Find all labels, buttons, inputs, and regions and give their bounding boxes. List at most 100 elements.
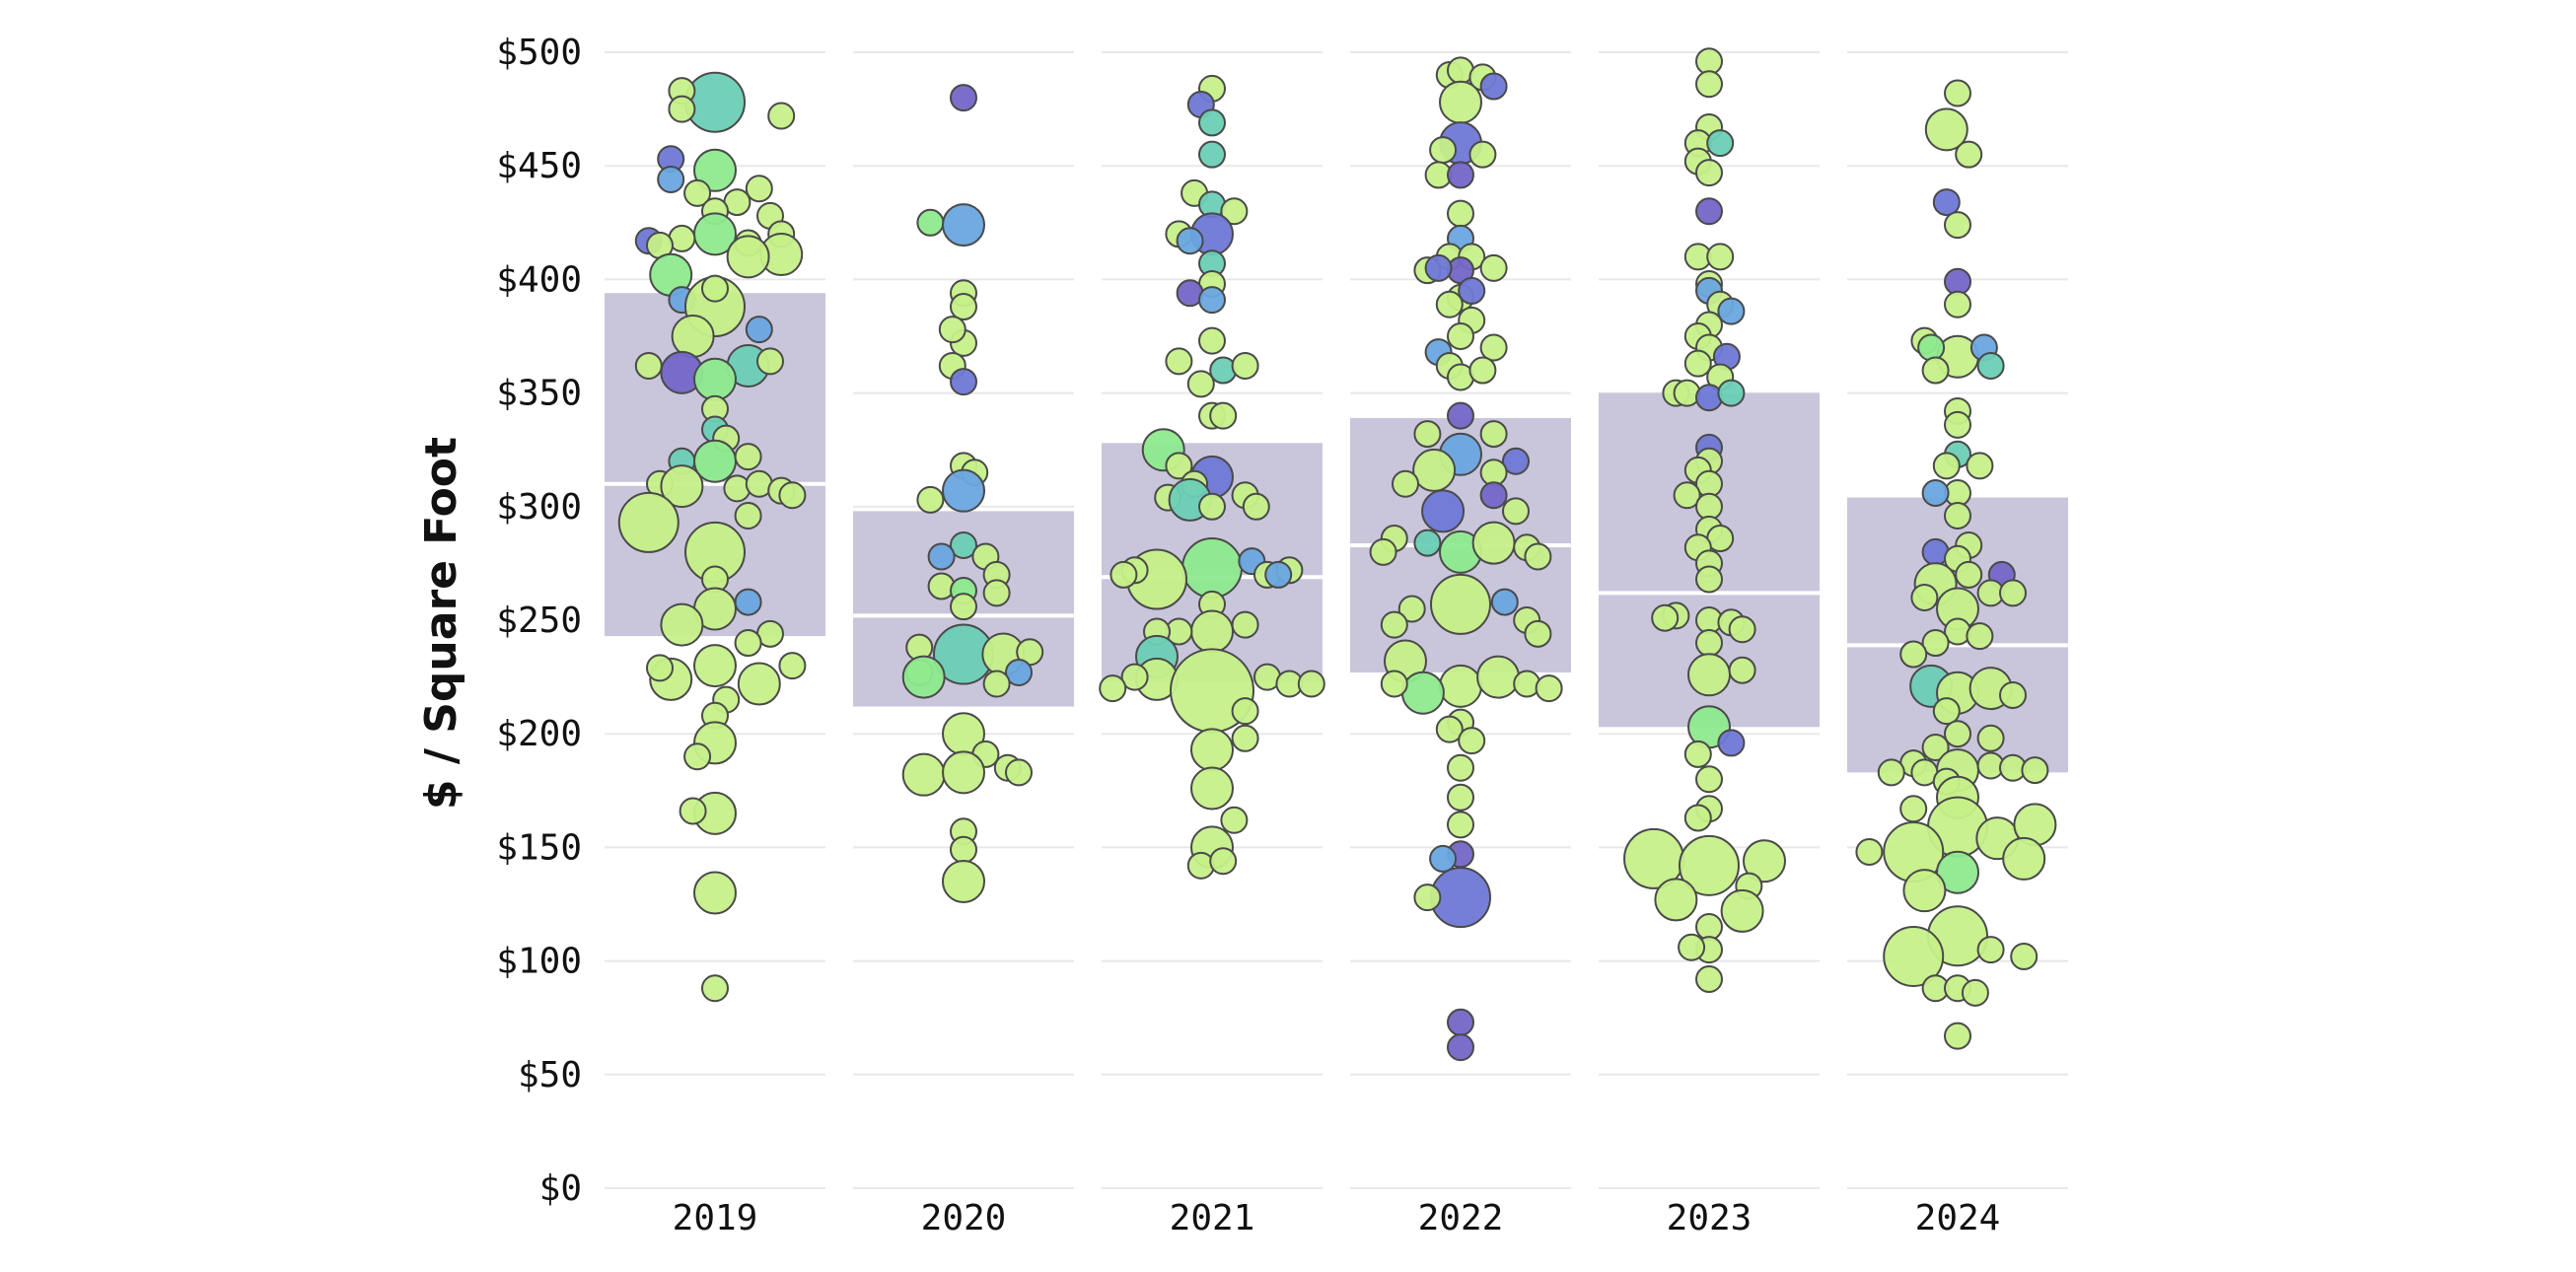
x-tick-label: 2019 bbox=[673, 1198, 758, 1238]
data-point bbox=[1720, 888, 1764, 933]
data-point bbox=[1190, 766, 1234, 811]
data-point bbox=[1535, 674, 1563, 703]
data-point bbox=[1524, 542, 1552, 571]
data-point bbox=[950, 293, 977, 321]
data-point bbox=[1921, 478, 1950, 507]
data-point bbox=[1899, 640, 1928, 669]
data-point bbox=[1976, 724, 2005, 752]
data-point bbox=[1231, 724, 1259, 752]
data-point bbox=[778, 481, 807, 510]
data-point bbox=[1190, 728, 1234, 772]
data-point bbox=[1369, 537, 1397, 566]
data-point bbox=[1209, 401, 1238, 430]
data-point bbox=[1429, 136, 1458, 165]
data-point bbox=[1209, 356, 1238, 385]
data-point bbox=[683, 178, 712, 207]
data-point bbox=[1430, 573, 1491, 635]
data-point bbox=[1479, 253, 1508, 282]
data-point bbox=[1242, 492, 1270, 521]
data-point bbox=[950, 530, 977, 559]
data-point bbox=[1413, 883, 1442, 912]
data-point bbox=[1165, 347, 1193, 376]
data-point bbox=[982, 579, 1011, 607]
data-point bbox=[1198, 326, 1226, 355]
data-point bbox=[1447, 811, 1474, 839]
data-point bbox=[1944, 720, 1971, 748]
data-point bbox=[1231, 610, 1259, 639]
y-tick-label: $0 bbox=[539, 1168, 582, 1209]
data-point bbox=[2021, 756, 2049, 785]
data-point bbox=[942, 859, 985, 903]
data-point bbox=[1435, 715, 1464, 743]
data-point bbox=[1683, 804, 1712, 832]
data-point bbox=[1198, 108, 1226, 137]
data-point bbox=[1899, 795, 1928, 823]
x-tick-label: 2021 bbox=[1170, 1198, 1255, 1238]
data-point bbox=[1955, 560, 1983, 589]
data-point bbox=[1176, 227, 1204, 255]
data-point bbox=[1695, 629, 1723, 658]
data-point bbox=[1717, 379, 1746, 407]
data-point bbox=[1479, 72, 1508, 101]
data-point bbox=[1439, 80, 1482, 124]
data-point bbox=[1380, 610, 1408, 639]
data-point bbox=[1966, 452, 1994, 480]
data-point bbox=[942, 750, 985, 795]
data-point bbox=[693, 871, 737, 915]
data-point bbox=[1490, 588, 1519, 616]
data-point bbox=[1695, 197, 1723, 226]
data-point bbox=[1524, 619, 1552, 648]
data-point bbox=[1439, 664, 1482, 708]
data-point bbox=[950, 84, 977, 112]
data-point bbox=[1447, 1008, 1474, 1036]
data-point bbox=[1883, 925, 1945, 987]
data-point bbox=[1673, 481, 1701, 510]
data-point bbox=[1435, 290, 1464, 318]
data-point bbox=[1924, 107, 1968, 152]
data-point bbox=[1944, 502, 1971, 530]
data-point bbox=[1673, 379, 1701, 407]
data-point bbox=[1921, 356, 1950, 385]
iqr-boxes bbox=[605, 293, 2068, 773]
data-point bbox=[1944, 410, 1971, 439]
data-point bbox=[1397, 595, 1426, 623]
data-point bbox=[1944, 211, 1971, 240]
data-point bbox=[1413, 529, 1442, 557]
data-point bbox=[1728, 615, 1756, 644]
data-point bbox=[950, 593, 977, 621]
data-point bbox=[1695, 384, 1723, 412]
data-point bbox=[1231, 351, 1259, 380]
data-point bbox=[1392, 469, 1419, 498]
data-point bbox=[693, 357, 737, 401]
data-point bbox=[1955, 140, 1983, 169]
data-point bbox=[1479, 481, 1508, 510]
data-point bbox=[1921, 734, 1950, 762]
data-point bbox=[1447, 753, 1474, 782]
data-point bbox=[1186, 851, 1215, 880]
data-point bbox=[1706, 243, 1735, 271]
x-tick-label: 2023 bbox=[1667, 1198, 1753, 1238]
data-point bbox=[1181, 537, 1243, 600]
data-point bbox=[1679, 834, 1740, 896]
data-point bbox=[1936, 850, 1979, 894]
y-tick-label: $150 bbox=[496, 827, 582, 868]
data-point bbox=[950, 835, 977, 864]
data-point bbox=[1932, 188, 1961, 217]
y-tick-label: $50 bbox=[518, 1055, 582, 1095]
data-point bbox=[901, 655, 946, 699]
data-point bbox=[1412, 448, 1457, 492]
data-point bbox=[1654, 878, 1698, 922]
data-point bbox=[1429, 844, 1458, 873]
data-point bbox=[1910, 583, 1939, 611]
data-point bbox=[684, 71, 746, 133]
data-point bbox=[1447, 783, 1474, 812]
data-point bbox=[1932, 452, 1961, 480]
data-point bbox=[671, 315, 715, 358]
data-point bbox=[701, 974, 729, 1003]
y-tick-label: $250 bbox=[496, 601, 582, 641]
x-tick-label: 2024 bbox=[1915, 1198, 2001, 1238]
data-point bbox=[1717, 297, 1746, 325]
data-point bbox=[1902, 869, 1947, 913]
data-point bbox=[1976, 351, 2005, 380]
data-point bbox=[1186, 370, 1215, 398]
